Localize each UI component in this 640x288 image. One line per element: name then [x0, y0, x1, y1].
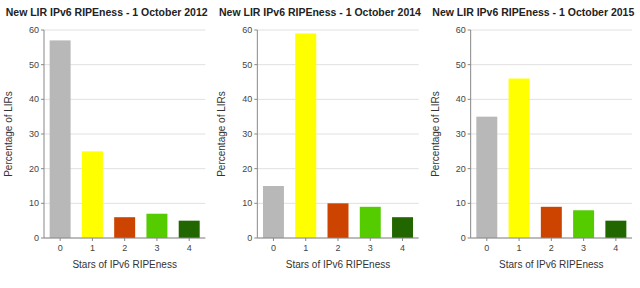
- x-tick-label: 0: [271, 243, 276, 253]
- grid-line: [257, 30, 418, 31]
- y-axis-line: [257, 30, 258, 238]
- x-axis-label: Stars of IPv6 RIPEness: [286, 259, 391, 270]
- x-tick: [615, 238, 616, 241]
- y-tick-label: 30: [29, 129, 39, 139]
- y-tick-label: 50: [456, 60, 466, 70]
- x-tick: [60, 238, 61, 241]
- y-tick-label: 30: [242, 129, 252, 139]
- x-tick-label: 1: [90, 243, 95, 253]
- bar: [179, 221, 200, 238]
- x-axis-label: Stars of IPv6 RIPEness: [499, 259, 604, 270]
- x-axis-label: Stars of IPv6 RIPEness: [72, 259, 177, 270]
- bar: [295, 33, 316, 238]
- x-tick-label: 2: [335, 243, 340, 253]
- x-tick-label: 4: [613, 243, 618, 253]
- x-tick: [338, 238, 339, 241]
- bar: [573, 210, 594, 238]
- y-tick-label: 0: [247, 233, 252, 243]
- x-tick: [156, 238, 157, 241]
- grid-line: [257, 64, 418, 65]
- bar: [328, 203, 349, 238]
- y-tick-label: 20: [242, 164, 252, 174]
- grid-line: [44, 30, 205, 31]
- y-tick-label: 0: [34, 233, 39, 243]
- x-tick: [189, 238, 190, 241]
- y-tick-label: 40: [29, 94, 39, 104]
- bar: [263, 186, 284, 238]
- x-tick-label: 2: [122, 243, 127, 253]
- bar: [476, 117, 497, 238]
- chart-root: 010203040506001234Stars of IPv6 RIPEness…: [0, 0, 640, 288]
- bar: [509, 79, 530, 238]
- grid-line: [257, 134, 418, 135]
- x-tick-label: 1: [517, 243, 522, 253]
- x-tick-label: 2: [549, 243, 554, 253]
- bar: [360, 207, 381, 238]
- y-tick-label: 0: [461, 233, 466, 243]
- x-tick-label: 3: [581, 243, 586, 253]
- bar: [392, 217, 413, 238]
- bar: [50, 40, 71, 238]
- chart-title: New LIR IPv6 RIPEness - 1 October 2015: [432, 6, 634, 18]
- bar: [605, 221, 626, 238]
- x-tick: [583, 238, 584, 241]
- bars: [50, 40, 200, 238]
- y-tick-label: 10: [456, 198, 466, 208]
- x-tick: [370, 238, 371, 241]
- grid-line: [471, 99, 632, 100]
- x-tick: [273, 238, 274, 241]
- chart-title: New LIR IPv6 RIPEness - 1 October 2014: [219, 6, 421, 18]
- bar: [146, 214, 167, 238]
- y-tick-label: 30: [456, 129, 466, 139]
- y-tick-label: 20: [456, 164, 466, 174]
- y-tick-label: 60: [29, 25, 39, 35]
- bars: [263, 33, 413, 238]
- x-tick-label: 0: [58, 243, 63, 253]
- y-axis-label: Percentage of LIRs: [3, 91, 14, 177]
- x-tick-label: 3: [154, 243, 159, 253]
- bar: [541, 207, 562, 238]
- y-tick-label: 40: [456, 94, 466, 104]
- chart-panel: 0 10 20 30 40 50 60 0 1 2 3 4 Stars of IPv6 RIPEness…: [3, 6, 208, 270]
- grid-line: [471, 30, 632, 31]
- x-tick-label: 4: [400, 243, 405, 253]
- y-axis-label: Percentage of LIRs: [216, 91, 227, 177]
- y-tick-label: 60: [242, 25, 252, 35]
- chart-panel: 0 10 20 30 40 50 60 0 1 2 3 4 Stars of IPv6 RIPEness…: [216, 6, 421, 270]
- x-tick: [519, 238, 520, 241]
- grid-line: [257, 99, 418, 100]
- x-tick: [486, 238, 487, 241]
- x-tick-label: 3: [368, 243, 373, 253]
- y-tick-label: 10: [29, 198, 39, 208]
- chart-title: New LIR IPv6 RIPEness - 1 October 2012: [6, 6, 208, 18]
- y-tick-label: 40: [242, 94, 252, 104]
- x-tick: [92, 238, 93, 241]
- y-axis-line: [470, 30, 471, 238]
- bars: [476, 79, 626, 238]
- x-tick: [402, 238, 403, 241]
- chart-svg: 010203040506001234Stars of IPv6 RIPEness…: [0, 0, 640, 288]
- x-tick-label: 4: [187, 243, 192, 253]
- x-tick-label: 0: [484, 243, 489, 253]
- chart-panel: 0 10 20 30 40 50 60 0 1 2 3 4 Stars of IPv6 RIPEness…: [430, 6, 635, 270]
- y-tick-label: 50: [29, 60, 39, 70]
- y-tick-label: 60: [456, 25, 466, 35]
- bar: [82, 151, 103, 238]
- x-tick: [124, 238, 125, 241]
- grid-line: [471, 64, 632, 65]
- x-tick-label: 1: [303, 243, 308, 253]
- x-tick: [305, 238, 306, 241]
- grid-line: [257, 168, 418, 169]
- y-tick-label: 50: [242, 60, 252, 70]
- x-tick: [551, 238, 552, 241]
- y-tick-label: 10: [242, 198, 252, 208]
- y-axis-line: [44, 30, 45, 238]
- y-axis-label: Percentage of LIRs: [430, 91, 441, 177]
- bar: [114, 217, 135, 238]
- y-tick-label: 20: [29, 164, 39, 174]
